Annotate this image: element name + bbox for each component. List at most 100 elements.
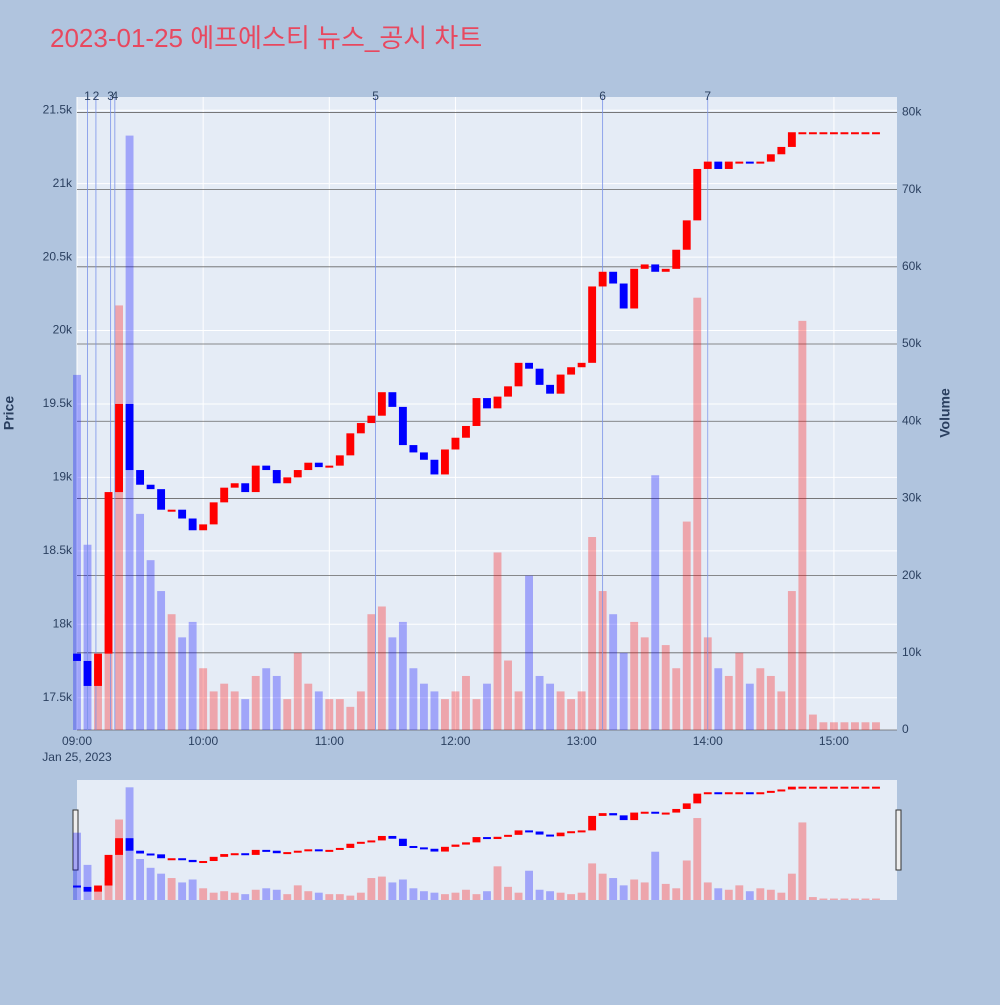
candle <box>409 445 418 453</box>
volume-bar <box>314 691 323 730</box>
mini-volume-bar <box>356 892 365 900</box>
mini-volume-bar <box>157 873 166 900</box>
mini-candle <box>861 786 870 789</box>
candle <box>472 398 481 426</box>
y-tick-label: 19k <box>53 470 73 484</box>
candle <box>514 362 523 387</box>
mini-candle <box>125 838 134 851</box>
candle <box>735 161 744 164</box>
y-tick-label: 20.5k <box>43 249 73 263</box>
mini-volume-bar <box>567 894 576 900</box>
volume-bar <box>230 691 239 730</box>
mini-candle <box>157 854 166 859</box>
mini-candle <box>220 854 229 857</box>
mini-candle <box>493 836 502 840</box>
candle <box>724 161 733 169</box>
mini-candle <box>714 792 723 795</box>
mini-volume-bar <box>283 894 292 900</box>
volume-bar <box>840 722 849 730</box>
mini-volume-bar <box>178 882 187 900</box>
mini-volume-bar <box>672 888 681 900</box>
mini-volume-bar <box>104 878 113 900</box>
mini-candle <box>661 812 670 815</box>
mini-volume-bar <box>220 891 229 900</box>
x-tick-label: 13:00 <box>567 734 597 748</box>
mini-candle <box>230 853 239 856</box>
mini-volume-bar <box>188 879 197 900</box>
mini-candle <box>94 885 102 892</box>
mini-candle <box>419 847 428 850</box>
mini-volume-bar <box>609 878 618 900</box>
mini-candle <box>209 856 218 862</box>
mini-candle <box>409 845 418 848</box>
volume-bar <box>388 637 397 730</box>
volume-bar <box>872 722 880 730</box>
candle <box>777 146 786 155</box>
y2-tick-label: 30k <box>902 491 922 505</box>
y2-axis-title: Volume <box>937 388 953 438</box>
mini-candle <box>787 786 796 790</box>
y-tick-label: 17.5k <box>43 690 73 704</box>
volume-bar <box>756 668 765 730</box>
volume-bar <box>377 606 386 730</box>
mini-candle <box>398 838 407 846</box>
candle <box>504 386 512 397</box>
mini-candle <box>598 813 607 816</box>
x-tick-label: 12:00 <box>440 734 470 748</box>
candle <box>661 268 670 272</box>
plot-area <box>77 97 897 730</box>
candle <box>220 487 229 503</box>
mini-candle <box>356 841 365 844</box>
mini-candle <box>777 789 786 792</box>
x-date-label: Jan 25, 2023 <box>42 750 112 764</box>
candle <box>125 403 134 471</box>
mini-candle <box>441 846 449 852</box>
volume-bar <box>798 320 807 730</box>
candle <box>377 392 386 416</box>
mini-candle <box>472 837 481 843</box>
volume-bar <box>661 645 670 730</box>
volume-bar <box>693 297 702 730</box>
volume-bar <box>787 591 796 730</box>
y2-tick-label: 40k <box>902 413 922 427</box>
candle <box>293 470 302 478</box>
mini-volume-bar <box>798 822 807 900</box>
mini-candle <box>682 803 691 809</box>
volume-bar <box>398 621 407 730</box>
mini-candle <box>325 849 334 852</box>
volume-bar <box>209 691 218 730</box>
volume-bar <box>283 699 292 730</box>
volume-bar <box>766 675 775 730</box>
mini-candle <box>766 790 775 793</box>
range-slider[interactable] <box>77 780 897 900</box>
mini-volume-bar <box>829 898 838 900</box>
x-tick-label: 09:00 <box>62 734 92 748</box>
mini-volume-bar <box>314 892 323 900</box>
candle <box>346 433 355 456</box>
range-handle[interactable] <box>72 809 79 871</box>
volume-bar <box>220 683 229 730</box>
mini-volume-bar <box>441 894 449 900</box>
annotation-label: 7 <box>704 89 711 103</box>
volume-bar <box>199 668 208 730</box>
mini-candle <box>167 858 176 861</box>
mini-volume-bar <box>419 891 428 900</box>
x-tick-label: 14:00 <box>693 734 723 748</box>
volume-bar <box>808 714 817 730</box>
mini-candle <box>819 786 828 789</box>
candle <box>325 465 334 468</box>
range-handle[interactable] <box>895 809 902 871</box>
volume-bar <box>419 683 428 730</box>
mini-candle <box>546 834 555 837</box>
mini-volume-bar <box>861 898 870 900</box>
x-tick-label: 10:00 <box>188 734 218 748</box>
volume-bar <box>251 675 260 730</box>
mini-volume-bar <box>735 885 744 900</box>
candle <box>314 462 323 468</box>
candle <box>756 161 765 164</box>
volume-bar <box>651 475 660 730</box>
mini-volume-bar <box>651 851 660 900</box>
candle <box>209 502 218 525</box>
mini-candle <box>304 849 313 852</box>
mini-volume-bar <box>840 898 849 900</box>
